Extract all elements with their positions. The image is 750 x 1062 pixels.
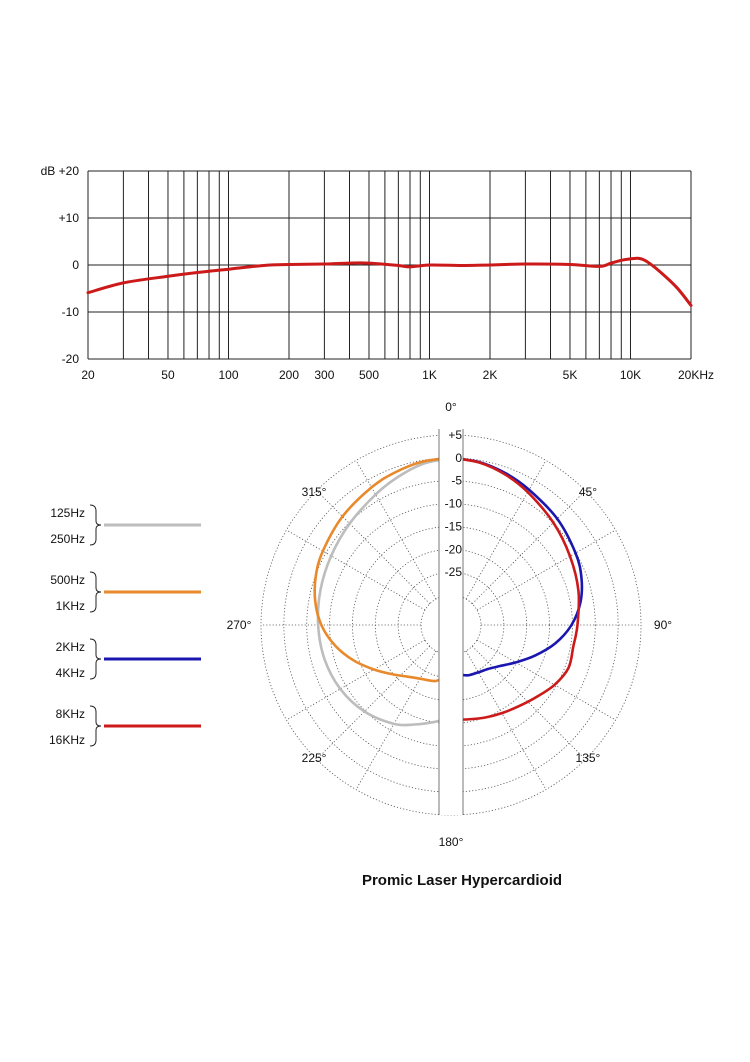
polar-ring-label: 0: [455, 451, 462, 465]
legend-brace: [89, 638, 102, 680]
response-y-tick-label: dB +20: [41, 164, 80, 178]
response-x-ticks: 20 50 100 200 300 500 1K 2K 5K 10K 20KHz: [81, 368, 714, 382]
response-y-tick-label: +10: [59, 211, 80, 225]
response-y-ticks: dB +20 +10 0 -10 -20: [41, 164, 80, 366]
polar-angle-labels: 0° 45° 90° 135° 180° 225° 270° 315°: [227, 400, 673, 849]
legend-label-top: 8KHz: [56, 707, 85, 721]
polar-ring-labels: +5 0 -5 -10 -15 -20 -25: [445, 428, 463, 579]
chart-title: Promic Laser Hypercardioid: [362, 872, 562, 889]
polar-curve: [450, 456, 581, 721]
polar-axis-gap: [439, 429, 463, 815]
response-y-tick-label: 0: [72, 258, 79, 272]
legend-entry: 125Hz 250Hz: [50, 504, 201, 546]
polar-angle-label: 135°: [576, 751, 601, 765]
response-x-tick-label: 200: [279, 368, 299, 382]
response-y-tick-label: -10: [62, 305, 80, 319]
polar-spoke: [465, 650, 547, 790]
legend-label-bottom: 1KHz: [56, 599, 85, 613]
polar-spoke: [316, 645, 431, 760]
legend-label-top: 500Hz: [50, 573, 85, 587]
polar-angle-label: 90°: [654, 618, 672, 632]
response-x-tick-label: 2K: [483, 368, 498, 382]
legend-brace: [89, 571, 102, 613]
polar-spoke: [286, 639, 426, 721]
legend-label-bottom: 250Hz: [50, 532, 85, 546]
legend-entry: 500Hz 1KHz: [50, 571, 201, 613]
polar-angle-label: 180°: [439, 835, 464, 849]
response-x-tick-label: 5K: [563, 368, 578, 382]
polar-ring-label: -5: [451, 474, 462, 488]
polar-ring-label: -15: [445, 519, 463, 533]
polar-spoke: [476, 639, 616, 721]
polar-spoke: [286, 529, 426, 611]
response-x-tick-label: 500: [359, 368, 379, 382]
legend-label-bottom: 4KHz: [56, 666, 85, 680]
legend-entry: 8KHz 16KHz: [49, 705, 201, 747]
polar-ring-label: -25: [445, 565, 463, 579]
legend-brace: [89, 705, 102, 747]
response-x-tick-label: 10K: [620, 368, 641, 382]
response-curve: [86, 256, 693, 307]
polar-spoke: [471, 490, 586, 605]
polar-angle-label: 0°: [445, 400, 457, 414]
polar-ring-label: -20: [445, 542, 463, 556]
legend-brace: [89, 504, 102, 546]
polar-angle-label: 45°: [579, 485, 597, 499]
polar-spoke: [476, 529, 616, 611]
polar-spoke: [316, 490, 431, 605]
response-x-tick-label: 300: [314, 368, 334, 382]
polar-spoke: [465, 460, 547, 600]
legend-label-top: 2KHz: [56, 640, 85, 654]
polar-center-gap: [438, 429, 464, 815]
response-x-tick-label: 100: [218, 368, 238, 382]
polar-series: [313, 456, 584, 727]
polar-curve: [450, 456, 584, 677]
response-x-tick-label: 20: [81, 368, 95, 382]
polar-ring: [306, 480, 596, 770]
polar-curve: [316, 456, 452, 727]
legend-entry: 2KHz 4KHz: [56, 638, 201, 680]
polar-curve: [313, 456, 452, 683]
polar-ring-label: -10: [445, 497, 463, 511]
response-x-tick-label: 20KHz: [678, 368, 714, 382]
polar-legend: 125Hz 250Hz 500Hz 1KHz 2KHz 4KHz 8KHz 16KHz: [49, 504, 201, 747]
polar-angle-label: 270°: [227, 618, 252, 632]
response-x-tick-label: 50: [161, 368, 175, 382]
response-series: [86, 256, 693, 307]
legend-label-bottom: 16KHz: [49, 733, 85, 747]
polar-spoke: [355, 650, 437, 790]
response-x-tick-label: 1K: [422, 368, 437, 382]
frequency-response-chart: dB +20 +10 0 -10 -20 20 50 100 200 300 500 1K 2K 5K 1…: [41, 164, 714, 382]
polar-spoke: [355, 460, 437, 600]
polar-ring-label: +5: [448, 428, 462, 442]
legend-label-top: 125Hz: [50, 506, 85, 520]
response-y-tick-label: -20: [62, 352, 80, 366]
polar-angle-label: 225°: [302, 751, 327, 765]
polar-angle-label: 315°: [302, 485, 327, 499]
polar-spoke: [471, 645, 586, 760]
